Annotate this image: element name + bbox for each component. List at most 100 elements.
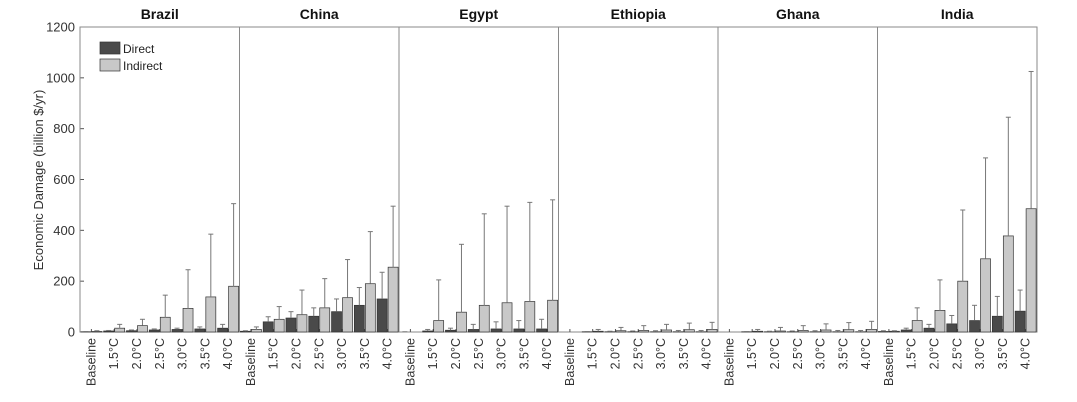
x-tick-label: 3.0°C xyxy=(814,338,828,369)
panel-title: Egypt xyxy=(459,6,498,22)
bar-direct xyxy=(308,315,320,333)
bar-indirect xyxy=(524,301,536,333)
bar-direct xyxy=(878,331,889,333)
x-tick-label: 2.5°C xyxy=(950,338,964,369)
bar-indirect xyxy=(706,329,718,333)
legend-label: Indirect xyxy=(123,59,163,73)
x-tick-label: Baseline xyxy=(84,338,98,386)
x-tick-label: 3.5°C xyxy=(198,338,212,369)
bar-indirect xyxy=(205,296,217,333)
legend-swatch-indirect xyxy=(99,58,121,72)
x-tick-label: 2.5°C xyxy=(153,338,167,369)
bar-direct xyxy=(353,304,365,333)
x-tick-label: 3.5°C xyxy=(677,338,691,369)
panel-title: India xyxy=(941,6,974,22)
bar-direct xyxy=(194,328,206,333)
x-tick-label: 4.0°C xyxy=(859,338,873,369)
x-tick-label: 4.0°C xyxy=(700,338,714,369)
x-tick-label: 1.5°C xyxy=(745,338,759,369)
bar-indirect xyxy=(137,325,148,333)
legend-label: Direct xyxy=(123,42,155,56)
bar-direct xyxy=(171,329,183,333)
bar-indirect xyxy=(911,320,923,333)
x-tick-label: Baseline xyxy=(403,338,417,386)
bar-direct xyxy=(262,321,274,333)
x-tick-label: 3.0°C xyxy=(335,338,349,369)
bar-indirect xyxy=(661,329,672,333)
bar-indirect xyxy=(683,329,695,333)
x-tick-label: 3.0°C xyxy=(654,338,668,369)
y-tick-label: 1000 xyxy=(46,70,75,85)
bar-direct xyxy=(467,329,479,333)
bar-direct xyxy=(900,329,912,333)
bar-indirect xyxy=(934,310,946,333)
bar-direct xyxy=(240,330,251,333)
x-tick-label: 1.5°C xyxy=(107,338,121,369)
bar-indirect xyxy=(501,302,513,333)
x-tick-label: 3.0°C xyxy=(495,338,509,369)
bar-indirect xyxy=(478,304,490,333)
panel-frame xyxy=(558,26,719,333)
bar-direct xyxy=(422,330,434,333)
bar-direct xyxy=(331,311,342,333)
bar-indirect xyxy=(980,258,991,333)
y-tick-label: 600 xyxy=(53,172,75,187)
x-tick-label: 3.5°C xyxy=(996,338,1010,369)
bar-indirect xyxy=(638,330,650,333)
bar-direct xyxy=(536,328,547,333)
y-tick-label: 1200 xyxy=(46,20,75,35)
bar-indirect xyxy=(91,331,103,333)
y-tick-label: 200 xyxy=(53,274,75,289)
bar-direct xyxy=(148,329,160,333)
x-tick-label: 1.5°C xyxy=(426,338,440,369)
bar-direct xyxy=(923,327,935,333)
bar-direct xyxy=(376,298,388,333)
x-tick-label: 4.0°C xyxy=(1019,338,1033,369)
legend-swatch-direct xyxy=(99,41,121,55)
bar-indirect xyxy=(1002,235,1014,333)
bar-indirect xyxy=(592,330,604,333)
bar-indirect xyxy=(820,329,832,333)
x-tick-label: 4.0°C xyxy=(540,338,554,369)
bar-direct xyxy=(513,328,525,333)
bar-indirect xyxy=(296,314,308,333)
bar-direct xyxy=(285,317,297,333)
x-tick-label: 4.0°C xyxy=(381,338,395,369)
y-tick-label: 800 xyxy=(53,121,75,136)
bar-indirect xyxy=(1025,208,1037,333)
x-tick-label: 3.5°C xyxy=(836,338,850,369)
x-tick-label: 3.5°C xyxy=(358,338,372,369)
bar-direct xyxy=(126,330,137,333)
panel-title: Ghana xyxy=(776,6,820,22)
x-tick-label: 2.5°C xyxy=(631,338,645,369)
panel-title: Brazil xyxy=(141,6,179,22)
x-tick-label: 2.0°C xyxy=(289,338,303,369)
x-tick-label: 3.5°C xyxy=(517,338,531,369)
bar-indirect xyxy=(843,329,855,333)
x-tick-label: 3.0°C xyxy=(973,338,987,369)
bar-indirect xyxy=(364,283,376,333)
x-tick-label: 4.0°C xyxy=(221,338,235,369)
x-tick-label: 1.5°C xyxy=(267,338,281,369)
bar-direct xyxy=(490,328,502,333)
bar-indirect xyxy=(889,330,900,333)
y-tick-label: 0 xyxy=(68,325,75,340)
y-axis-label: Economic Damage (billion $/yr) xyxy=(31,90,46,271)
bar-indirect xyxy=(797,330,809,333)
bar-indirect xyxy=(615,330,627,333)
bar-indirect xyxy=(775,330,786,333)
x-tick-label: 2.0°C xyxy=(608,338,622,369)
bar-indirect xyxy=(387,266,399,333)
x-tick-label: 2.0°C xyxy=(927,338,941,369)
bar-indirect xyxy=(957,280,969,333)
bar-direct xyxy=(1014,310,1026,333)
x-tick-label: 2.5°C xyxy=(791,338,805,369)
x-tick-label: Baseline xyxy=(722,338,736,386)
x-tick-label: Baseline xyxy=(244,338,258,386)
x-tick-label: Baseline xyxy=(563,338,577,386)
bar-direct xyxy=(991,315,1003,333)
x-tick-label: 2.5°C xyxy=(472,338,486,369)
bar-direct xyxy=(445,329,456,333)
bar-indirect xyxy=(456,311,467,333)
